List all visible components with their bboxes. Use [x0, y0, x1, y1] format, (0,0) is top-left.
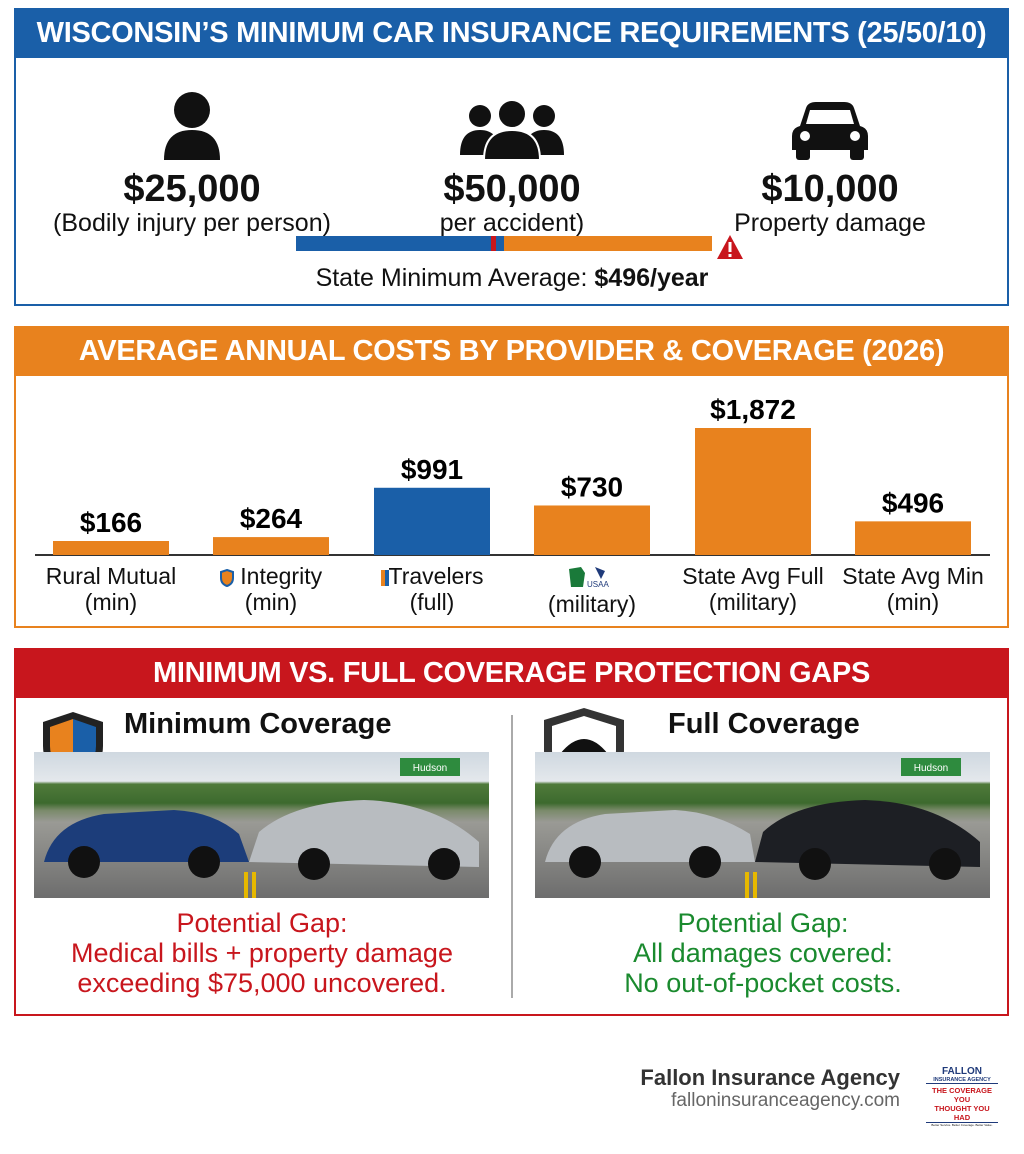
agency-logo: FALLON INSURANCE AGENCY THE COVERAGE YOU…	[926, 1066, 998, 1127]
requirement-property-damage: $10,000 Property damage	[680, 70, 980, 238]
warning-icon	[717, 235, 743, 259]
label: (Bodily injury per person)	[53, 209, 331, 237]
progress-bar-orange	[504, 236, 712, 251]
category-label: State Avg Full (military)	[682, 563, 824, 615]
amount: $25,000	[123, 168, 261, 210]
travelers-umbrella-icon	[380, 569, 389, 586]
group-icon	[362, 70, 662, 160]
progress-bar-blue2	[496, 236, 504, 251]
category-label: State Avg Min (min)	[842, 563, 984, 615]
category-label: Travelers (full)	[347, 563, 517, 615]
category-label: Integrity (min)	[186, 563, 356, 615]
amount: $10,000	[761, 168, 899, 210]
person-icon	[42, 70, 342, 160]
full-gap-text: Potential Gap: All damages covered: No out…	[624, 908, 902, 998]
crash-photo-minimum: Hudson	[34, 752, 489, 898]
amount: $50,000	[443, 168, 581, 210]
average-costs-section: AVERAGE ANNUAL COSTS BY PROVIDER & COVER…	[14, 326, 1009, 628]
state-minimum-average: State Minimum Average: $496/year	[315, 264, 709, 292]
section-title: MINIMUM VS. FULL COVERAGE PROTECTION GAP…	[14, 648, 1009, 698]
minimum-requirements-section: WISCONSIN’S MINIMUM CAR INSURANCE REQUIR…	[14, 8, 1009, 306]
progress-bar-blue	[296, 236, 491, 251]
section-title: AVERAGE ANNUAL COSTS BY PROVIDER & COVER…	[14, 326, 1009, 376]
crash-photo-full: Hudson	[535, 752, 990, 898]
svg-text:USAA: USAA	[587, 580, 609, 589]
military-logos-icon: USAA	[569, 566, 609, 589]
agency-name: Fallon Insurance Agency	[640, 1065, 900, 1090]
agency-url[interactable]: falloninsuranceagency.com	[671, 1090, 900, 1111]
progress-bar-marker	[491, 236, 496, 251]
section-title: WISCONSIN’S MINIMUM CAR INSURANCE REQUIR…	[14, 8, 1009, 58]
integrity-shield-icon	[219, 568, 234, 587]
full-coverage-title: Full Coverage	[668, 708, 860, 740]
svg-text:Hudson: Hudson	[413, 763, 447, 774]
requirement-bodily-injury: $25,000 (Bodily injury per person)	[42, 70, 342, 238]
minimum-coverage-title: Minimum Coverage	[124, 708, 392, 740]
label: per accident)	[439, 209, 585, 237]
requirement-per-accident: $50,000 per accident)	[362, 70, 662, 238]
car-icon	[680, 70, 980, 160]
category-label: Rural Mutual (min)	[45, 563, 177, 615]
label: Property damage	[734, 209, 926, 237]
divider	[511, 715, 513, 998]
category-label: USAA (military)	[507, 563, 677, 617]
svg-text:Hudson: Hudson	[914, 763, 948, 774]
minimum-gap-text: Potential Gap: Medical bills + property d…	[71, 908, 453, 998]
protection-gaps-section: MINIMUM VS. FULL COVERAGE PROTECTION GAP…	[14, 648, 1009, 1016]
